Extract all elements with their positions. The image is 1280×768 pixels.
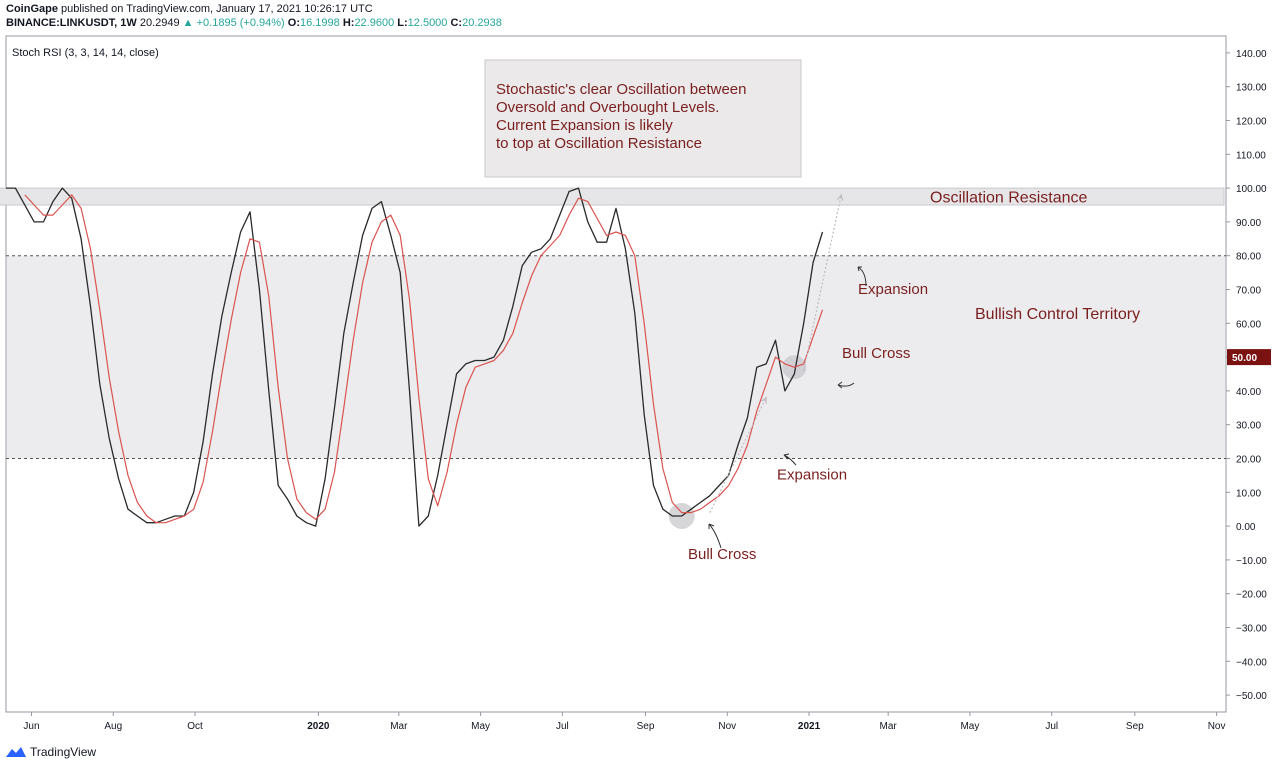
- high-label: H:: [342, 17, 355, 29]
- tradingview-logo-icon: [6, 747, 26, 757]
- annotation-box: [484, 59, 802, 178]
- bull-cross-label: Bull Cross: [688, 546, 756, 563]
- y-tick-label: 100.00: [1236, 184, 1267, 195]
- x-tick-label: Mar: [390, 721, 408, 732]
- y-tick-label: −20.00: [1236, 590, 1267, 601]
- price-change: +0.1895 (+0.94%): [196, 17, 285, 29]
- expansion-arrow: [709, 397, 767, 513]
- bull-cross-label: Bull Cross: [842, 345, 910, 362]
- current-value-tag-label: 50.00: [1232, 353, 1257, 364]
- k-line: [6, 187, 824, 527]
- low-value: 12.5000: [407, 17, 448, 29]
- x-tick-label: Mar: [880, 721, 898, 732]
- y-tick-label: 120.00: [1236, 117, 1267, 128]
- y-tick-label: 90.00: [1236, 218, 1261, 229]
- x-tick-label: 2021: [798, 721, 821, 732]
- pointer-arrow: [783, 453, 797, 466]
- y-tick-label: 40.00: [1236, 387, 1261, 398]
- x-tick-label: May: [471, 721, 490, 732]
- bullish-control-label: Bullish Control Territory: [975, 306, 1140, 323]
- x-tick-label: 2020: [307, 721, 330, 732]
- x-tick-label: Sep: [1126, 721, 1144, 732]
- x-tick-label: May: [960, 721, 979, 732]
- change-up-icon: ▲: [182, 17, 194, 29]
- bullish-control-zone: [7, 255, 1225, 459]
- open-value: 16.1998: [300, 17, 340, 29]
- x-tick-label: Nov: [718, 721, 736, 732]
- open-label: O:: [287, 17, 300, 29]
- last-price: 20.2949: [139, 17, 180, 29]
- current-value-tag: [1227, 349, 1271, 366]
- y-tick-label: −30.00: [1236, 624, 1267, 635]
- expansion-arrow-head: [837, 193, 844, 201]
- pointer-arrow: [837, 381, 855, 389]
- x-tick-label: Nov: [1208, 721, 1226, 732]
- close-label: C:: [450, 17, 463, 29]
- y-tick-label: −10.00: [1236, 556, 1267, 567]
- tradingview-brand: TradingView: [30, 745, 97, 759]
- symbol-info-line: BINANCE:LINKUSDT, 1W 20.2949 ▲ +0.1895 (…: [6, 17, 502, 30]
- symbol-name[interactable]: BINANCE:LINKUSDT, 1W: [6, 17, 137, 29]
- tradingview-footer[interactable]: TradingView: [6, 745, 96, 759]
- y-tick-label: 130.00: [1236, 83, 1267, 94]
- y-tick-label: 140.00: [1236, 49, 1267, 60]
- high-value: 22.9600: [354, 17, 395, 29]
- annotation-box-line: Stochastic's clear Oscillation between: [496, 81, 746, 98]
- y-tick-label: 20.00: [1236, 455, 1261, 466]
- close-value: 20.2938: [462, 17, 502, 29]
- annotation-box-line: to top at Oscillation Resistance: [496, 135, 702, 152]
- d-line: [24, 194, 824, 524]
- y-tick-label: 10.00: [1236, 488, 1261, 499]
- y-tick-label: 60.00: [1236, 319, 1261, 330]
- x-tick-label: Jul: [1045, 721, 1058, 732]
- y-tick-label: −50.00: [1236, 691, 1267, 702]
- expansion-label: Expansion: [858, 281, 928, 298]
- x-tick-label: Jun: [23, 721, 39, 732]
- published-text: published on TradingView.com, January 17…: [61, 3, 373, 15]
- publisher-name: CoinGape: [6, 3, 58, 15]
- expansion-arrow: [803, 194, 842, 371]
- x-tick-label: Jul: [556, 721, 569, 732]
- indicator-label: Stoch RSI (3, 3, 14, 14, close): [12, 47, 159, 59]
- expansion-arrow-head: [761, 396, 767, 404]
- pointer-arrow: [857, 266, 867, 287]
- annotation-box-line: Oversold and Overbought Levels.: [496, 99, 719, 116]
- y-tick-label: 80.00: [1236, 252, 1261, 263]
- y-tick-label: 110.00: [1236, 150, 1266, 161]
- annotation-box-line: Current Expansion is likely: [496, 117, 673, 134]
- expansion-label: Expansion: [777, 467, 847, 484]
- x-tick-label: Sep: [637, 721, 655, 732]
- oscillation-resistance-band: [0, 187, 1225, 206]
- publish-info: CoinGape published on TradingView.com, J…: [6, 3, 373, 16]
- y-tick-label: 0.00: [1236, 522, 1256, 533]
- pointer-arrow: [708, 523, 722, 549]
- oscillation-resistance-label: Oscillation Resistance: [930, 190, 1088, 207]
- y-tick-label: 30.00: [1236, 421, 1261, 432]
- y-tick-label: 70.00: [1236, 286, 1261, 297]
- x-tick-label: Aug: [104, 721, 122, 732]
- y-tick-label: −40.00: [1236, 657, 1267, 668]
- low-label: L:: [397, 17, 408, 29]
- x-tick-label: Oct: [187, 721, 203, 732]
